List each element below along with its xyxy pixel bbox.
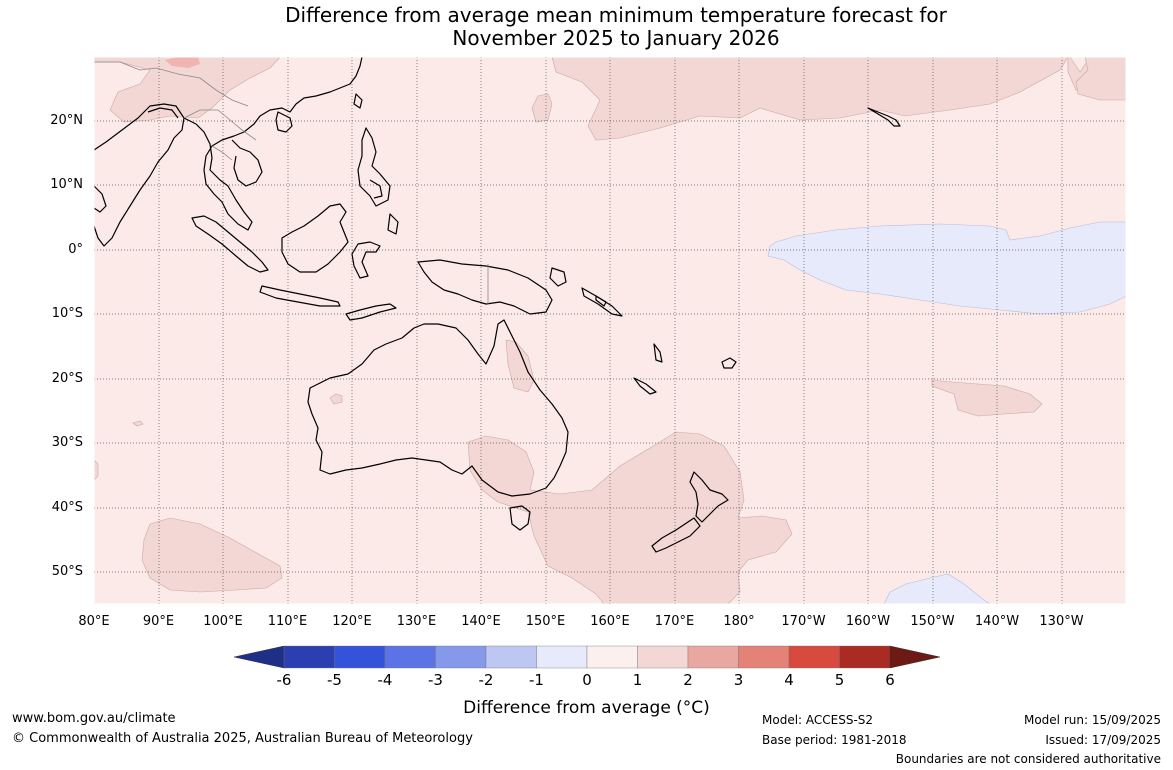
lat-label: 40°S xyxy=(51,500,83,515)
colorbar-tick-label: 1 xyxy=(632,671,643,689)
lat-label: 20°N xyxy=(50,113,83,128)
lon-label: 140°W xyxy=(974,614,1020,629)
colorbar-tick-label: -1 xyxy=(529,671,544,689)
issued-date: Issued: 17/09/2025 xyxy=(1045,733,1161,747)
lat-label: 50°S xyxy=(51,564,83,579)
title-line-1: Difference from average mean minimum tem… xyxy=(285,3,947,27)
colorbar-tick-label: 3 xyxy=(733,671,744,689)
lon-label: 160°W xyxy=(845,614,891,629)
lon-label: 90°E xyxy=(142,614,175,629)
colorbar-segment xyxy=(536,645,588,669)
colorbar-tick-label: -6 xyxy=(276,671,292,689)
chart-title: Difference from average mean minimum tem… xyxy=(0,4,1173,50)
colorbar xyxy=(233,645,941,669)
anomaly-region-asia xyxy=(93,56,281,123)
colorbar-tick-label: -4 xyxy=(377,671,393,689)
lon-label: 150°W xyxy=(910,614,955,629)
colorbar-segment xyxy=(334,645,386,669)
model-run-date: Model run: 15/09/2025 xyxy=(1023,713,1161,727)
colorbar-segment xyxy=(283,645,335,669)
colorbar-max-arrow xyxy=(889,645,941,669)
lon-label: 130°W xyxy=(1039,614,1084,629)
website-link[interactable]: www.bom.gov.au/climate xyxy=(12,711,176,726)
colorbar-segment xyxy=(435,645,487,669)
colorbar-segment xyxy=(637,645,689,669)
anomaly-region-equatorial-pacific xyxy=(767,221,1127,315)
colorbar-segment xyxy=(738,645,790,669)
colorbar-label: Difference from average (°C) xyxy=(463,698,710,718)
anomaly-region-tasman xyxy=(467,431,793,605)
boundaries-disclaimer: Boundaries are not considered authoritat… xyxy=(895,752,1161,766)
colorbar-tick-label: 0 xyxy=(582,671,592,689)
lon-label: 170°E xyxy=(654,614,695,629)
colorbar-min-arrow xyxy=(233,645,285,669)
colorbar-tick-label: -3 xyxy=(428,671,443,689)
lat-label: 30°S xyxy=(51,435,83,450)
lon-label: 160°E xyxy=(590,614,630,629)
lon-label: 120°E xyxy=(332,614,372,629)
title-line-2: November 2025 to January 2026 xyxy=(452,26,780,50)
colorbar-tick-label: -5 xyxy=(327,671,342,689)
lat-label: 10°N xyxy=(50,177,83,192)
colorbar-segment xyxy=(839,645,891,669)
lon-label: 180° xyxy=(723,614,755,629)
colorbar-segment xyxy=(687,645,739,669)
colorbar-tick-label: 2 xyxy=(683,671,693,689)
colorbar-tick-label: 5 xyxy=(834,671,845,689)
colorbar-tick-label: 4 xyxy=(784,671,794,689)
lon-label: 130°E xyxy=(396,614,437,629)
gridlines xyxy=(94,57,1126,604)
base-period: Base period: 1981-2018 xyxy=(762,733,907,747)
lat-label: 0° xyxy=(68,242,83,257)
anomaly-contours xyxy=(93,56,1127,605)
lon-label: 80°E xyxy=(78,614,110,629)
coastlines xyxy=(93,56,901,553)
country-borders xyxy=(94,61,489,304)
lon-label: 170°W xyxy=(781,614,826,629)
model-name: Model: ACCESS-S2 xyxy=(762,713,874,727)
colorbar-tick-label: -2 xyxy=(478,671,494,689)
lon-label: 100°E xyxy=(203,614,243,629)
lon-label: 110°E xyxy=(267,614,308,629)
lon-label: 150°E xyxy=(525,614,566,629)
colorbar-segment xyxy=(384,645,436,669)
colorbar-segment xyxy=(485,645,537,669)
lon-label: 140°E xyxy=(461,614,501,629)
colorbar-segment xyxy=(788,645,840,669)
lat-label: 10°S xyxy=(51,306,83,321)
colorbar-segment xyxy=(586,645,638,669)
lat-label: 20°S xyxy=(51,371,83,386)
copyright-text: © Commonwealth of Australia 2025, Austra… xyxy=(12,731,473,746)
anomaly-region-south-indian xyxy=(141,517,283,593)
colorbar-tick-label: 6 xyxy=(885,671,895,689)
